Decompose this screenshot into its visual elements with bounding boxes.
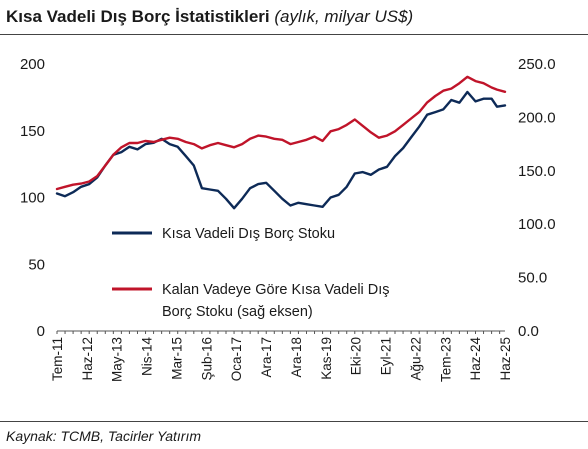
x-tick-label: Şub-16 [199,337,214,381]
y-left-tick-label: 150 [20,123,45,140]
y-right-tick-label: 200.0 [518,109,556,126]
chart-legend: Kısa Vadeli Dış Borç Stoku Kalan Vadeye … [112,226,390,320]
series-line-residual-maturity-debt [55,75,507,191]
x-tick-label: Tem-11 [50,337,65,381]
chart-title-unit: (aylık, milyar US$) [274,7,414,26]
x-tick-label: Ara-18 [289,337,304,378]
y-right-tick-label: 150.0 [518,163,556,180]
top-rule [0,34,588,35]
x-tick-label: May-13 [110,337,125,382]
x-tick-label: Mar-15 [169,337,184,380]
y-left-tick-label: 0 [37,323,45,340]
legend-label-red-line2: Borç Stoku (sağ eksen) [162,304,313,320]
x-tick-label: Haz-12 [80,337,95,381]
y-left-tick-label: 200 [20,56,45,73]
x-tick-label: Oca-17 [229,337,244,381]
y-right-tick-label: 100.0 [518,216,556,233]
x-tick-label: Nis-14 [140,337,155,377]
chart-title: Kısa Vadeli Dış Borç İstatistikleri (ayl… [6,7,413,27]
y-right-tick-label: 0.0 [518,323,539,340]
x-tick-label: Haz-25 [498,337,513,381]
series-line-short-term-debt [55,90,507,210]
x-tick-label: Eki-20 [349,337,364,375]
chart-axes: 0 50 100 150 200 0.0 50.0 100.0 150.0 200.0 250.0 T… [20,56,556,382]
x-tick-label: Eyl-21 [379,337,394,375]
chart-canvas: 0 50 100 150 200 0.0 50.0 100.0 150.0 200.0 250.0 T… [20,56,556,382]
x-tick-label: Kas-19 [319,337,334,380]
y-left-tick-label: 50 [28,256,45,273]
y-right-tick-label: 250.0 [518,56,556,73]
x-tick-label: Ara-17 [259,337,274,378]
x-tick-label: Haz-24 [468,337,483,381]
chart-title-main: Kısa Vadeli Dış Borç İstatistikleri [6,7,270,26]
x-tick-label: Ağu-22 [408,337,423,381]
y-left-tick-label: 100 [20,190,45,207]
x-tick-label: Tem-23 [438,337,453,382]
source-note: Kaynak: TCMB, Tacirler Yatırım [6,428,202,444]
legend-label-red-line1: Kalan Vadeye Göre Kısa Vadeli Dış [162,282,390,298]
legend-label-navy: Kısa Vadeli Dış Borç Stoku [162,226,335,242]
y-right-tick-label: 50.0 [518,270,547,287]
chart-lines [55,75,507,210]
bottom-rule [0,421,588,422]
